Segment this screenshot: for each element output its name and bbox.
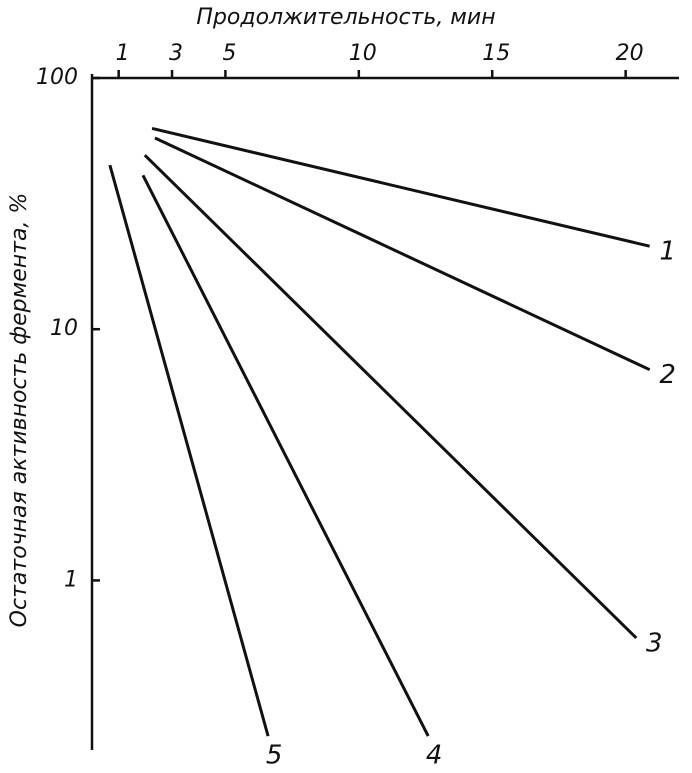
x-tick-label: 5 bbox=[222, 41, 236, 66]
series-line bbox=[143, 154, 638, 640]
series-label: 5 bbox=[266, 741, 283, 771]
series-label: 3 bbox=[646, 628, 663, 658]
y-tick-label: 100 bbox=[36, 65, 78, 90]
x-tick-label: 3 bbox=[169, 41, 183, 66]
series-line bbox=[154, 136, 651, 372]
x-tick-label: 15 bbox=[482, 41, 510, 66]
x-tick-label: 1 bbox=[116, 41, 130, 66]
y-axis-title: Остаточная активность фермента, % bbox=[7, 193, 32, 628]
x-axis-title: Продолжительность, мин bbox=[196, 5, 495, 30]
series-label: 2 bbox=[659, 360, 676, 390]
series-line bbox=[108, 164, 270, 737]
series-line bbox=[141, 174, 430, 737]
series-label: 1 bbox=[659, 237, 676, 267]
x-tick-label: 20 bbox=[616, 41, 644, 66]
series-label: 4 bbox=[426, 741, 443, 771]
series-line bbox=[151, 126, 650, 248]
y-tick-label: 1 bbox=[64, 567, 78, 592]
y-tick-label: 10 bbox=[50, 316, 78, 341]
x-tick-label: 10 bbox=[349, 41, 377, 66]
